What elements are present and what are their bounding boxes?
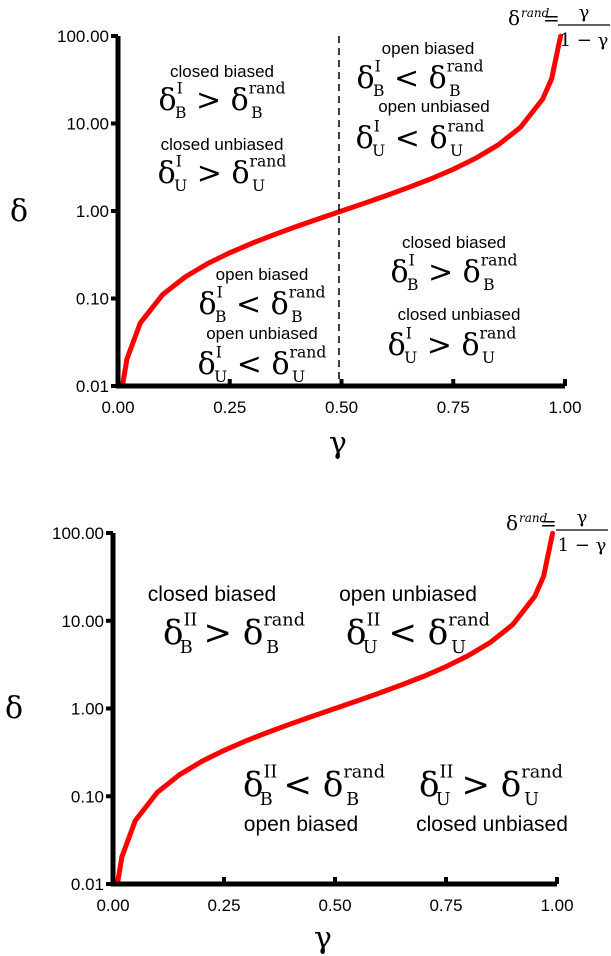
region-name: open biased	[382, 39, 475, 58]
top-y-tick-label: 0.01	[76, 377, 109, 396]
bottom-y-tick-label: 0.10	[71, 787, 104, 806]
top-x-tick-label: 1.00	[548, 398, 581, 417]
region-math: δI B < δrand B	[199, 284, 326, 327]
top-region-closed-biased-right: closed biased δI B > δrand B	[391, 233, 518, 294]
top-formula-den: 1 − γ	[560, 30, 609, 51]
top-x-tick-label: 0.75	[437, 398, 470, 417]
region-name: open unbiased	[206, 324, 318, 343]
bottom-y-tick-label: 100.00	[52, 524, 104, 543]
bottom-x-tick-label: 0.50	[318, 896, 351, 915]
inequality: δI B > δrand B	[159, 80, 286, 123]
region-math: δII B > δrand B	[163, 610, 305, 658]
top-region-open-unbiased-right: open unbiased δI U < δrand U	[356, 97, 490, 160]
bottom-formula-eq: =	[540, 511, 557, 535]
region-name: open unbiased	[339, 583, 477, 606]
bottom-y-tick-label: 10.00	[61, 612, 104, 631]
top-chart: 0.00 0.25 0.50 0.75 1.00 0.01 0.10 1.00 10.00 100…	[10, 2, 610, 461]
top-region-open-unbiased-left: open unbiased δI U < δrand U	[198, 324, 327, 386]
top-series-line	[119, 33, 564, 389]
top-y-tick-label: 1.00	[76, 202, 109, 221]
top-y-tick-label: 0.10	[76, 290, 109, 309]
bottom-y-tick-label: 0.01	[71, 875, 104, 894]
top-region-closed-unbiased-right: closed unbiased δI U > δrand U	[388, 305, 521, 367]
bottom-x-tick-label: 1.00	[540, 896, 573, 915]
top-formula-eq: =	[543, 6, 560, 30]
region-name: closed biased	[148, 583, 276, 606]
bottom-region-closed-unbiased: closed unbiased δII U > δrand U	[416, 762, 568, 836]
top-formula: δ rand = γ 1 − γ	[508, 2, 610, 51]
bottom-region-open-unbiased: open unbiased δII U < δrand U	[339, 583, 490, 658]
inequality: δII B > δrand B	[163, 610, 305, 658]
top-formula-lhs: δ	[508, 6, 520, 30]
top-formula-num: γ	[579, 2, 590, 23]
top-y-tick-label: 10.00	[66, 115, 109, 134]
inequality: δII B < δrand B	[243, 762, 385, 810]
top-region-closed-unbiased-left: closed unbiased δI U > δrand U	[158, 135, 287, 195]
region-name: closed biased	[170, 62, 274, 81]
inequality: δII U > δrand U	[419, 762, 563, 810]
region-name: closed biased	[402, 233, 506, 252]
bottom-formula-den: 1 − γ	[558, 535, 607, 556]
bottom-series-line	[114, 530, 556, 887]
bottom-ticks: 0.00 0.25 0.50 0.75 1.00 0.01 0.10 1.00 10.00 100…	[52, 524, 574, 915]
bottom-formula-num: γ	[577, 507, 588, 528]
region-math: δII B < δrand B	[243, 762, 385, 810]
bottom-formula-lhs: δ	[506, 511, 518, 535]
inequality: δI U < δrand U	[356, 118, 485, 161]
top-region-open-biased-right: open biased δI B < δrand B	[357, 39, 484, 100]
region-math: δI B > δrand B	[391, 252, 518, 295]
bottom-x-tick-label: 0.25	[207, 896, 240, 915]
region-name: closed unbiased	[161, 135, 284, 154]
bottom-formula: δ rand = γ 1 − γ	[506, 507, 608, 556]
bottom-region-closed-biased: closed biased δII B > δrand B	[148, 583, 305, 658]
bottom-x-tick-label: 0.00	[96, 896, 129, 915]
region-name: open biased	[244, 813, 358, 836]
top-region-closed-biased-left: closed biased δI B > δrand B	[159, 62, 286, 122]
top-region-open-biased-left: open biased δI B < δrand B	[199, 265, 326, 326]
bottom-region-open-biased: open biased δII B < δrand B	[243, 762, 385, 836]
region-math: δI U < δrand U	[198, 344, 327, 387]
inequality: δII U < δrand U	[346, 610, 490, 658]
region-name: closed unbiased	[398, 305, 521, 324]
region-math: δI B > δrand B	[159, 80, 286, 123]
top-ticks: 0.00 0.25 0.50 0.75 1.00 0.01 0.10 1.00 10.00 100…	[57, 27, 582, 417]
bottom-formula-lhs-sup: rand	[519, 511, 548, 525]
bottom-x-axis-label: γ	[314, 921, 332, 956]
inequality: δI U < δrand U	[198, 344, 327, 387]
bottom-chart: 0.00 0.25 0.50 0.75 1.00 0.01 0.10 1.00 10.00 100…	[5, 507, 608, 956]
region-math: δI B < δrand B	[357, 58, 484, 101]
top-x-tick-label: 0.25	[213, 398, 246, 417]
region-math: δII U > δrand U	[419, 762, 563, 810]
region-math: δI U < δrand U	[356, 118, 485, 161]
inequality: δI U > δrand U	[158, 153, 287, 196]
region-math: δII U < δrand U	[346, 610, 490, 658]
region-name: closed unbiased	[416, 813, 568, 836]
bottom-y-axis-label: δ	[5, 691, 23, 726]
inequality: δI B < δrand B	[357, 58, 484, 101]
inequality: δI B < δrand B	[199, 284, 326, 327]
top-x-axis-label: γ	[329, 426, 347, 461]
top-x-tick-label: 0.50	[325, 398, 358, 417]
region-math: δI U > δrand U	[158, 153, 287, 196]
top-x-tick-label: 0.00	[101, 398, 134, 417]
bottom-x-tick-label: 0.75	[429, 896, 462, 915]
region-name: open biased	[216, 265, 309, 284]
top-y-axis-label: δ	[10, 194, 28, 229]
top-formula-lhs-sup: rand	[521, 6, 550, 20]
inequality: δI B > δrand B	[391, 252, 518, 295]
top-y-tick-label: 100.00	[57, 27, 109, 46]
bottom-y-tick-label: 1.00	[71, 700, 104, 719]
region-math: δI U > δrand U	[388, 325, 517, 368]
inequality: δI U > δrand U	[388, 325, 517, 368]
region-name: open unbiased	[378, 97, 490, 116]
